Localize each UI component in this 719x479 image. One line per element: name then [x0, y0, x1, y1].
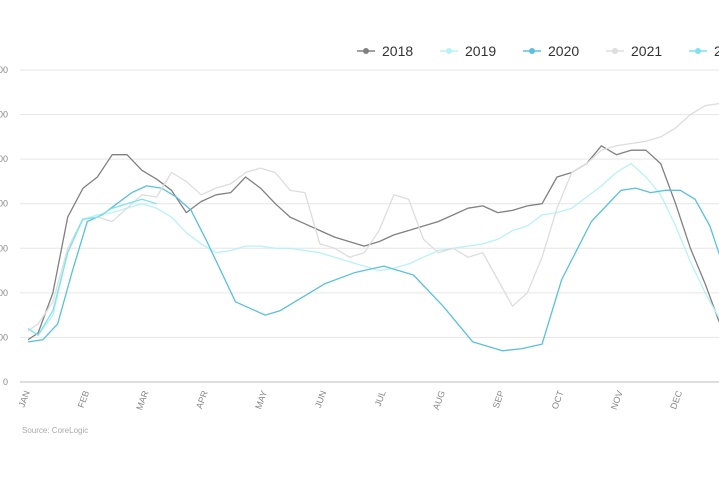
x-axis-tick-labels: JAN FEB MAR APR MAY JUN JUL AUG SEP OCT NOV DEC [17, 389, 685, 412]
series-line-2018 [27, 145, 719, 341]
y-tick-label: 00 [0, 110, 8, 120]
x-tick-label: DEC [668, 389, 684, 411]
legend-swatch-marker [612, 48, 618, 54]
x-tick-label: APR [194, 389, 210, 410]
legend-label: 20 [714, 43, 719, 59]
x-tick-label: MAR [134, 389, 150, 412]
y-tick-label: 00 [0, 243, 8, 253]
series-lines [27, 102, 719, 352]
x-tick-label: FEB [76, 389, 91, 409]
legend-item-2020: 2020 [523, 43, 579, 59]
x-tick-label: JUL [373, 389, 388, 407]
source-note: Source: CoreLogic [22, 426, 88, 435]
grid-lines [20, 69, 719, 383]
x-tick-label: JAN [17, 389, 32, 408]
legend-swatch-marker [529, 48, 535, 54]
x-tick-label: SEP [491, 389, 507, 409]
legend-label: 2019 [465, 43, 496, 59]
legend-item-2018: 2018 [357, 43, 413, 59]
x-tick-label: OCT [550, 389, 566, 411]
x-tick-label: AUG [431, 389, 447, 411]
series-line-2020 [27, 185, 719, 352]
x-tick-label: MAY [253, 389, 269, 410]
series-line-2021 [27, 102, 719, 332]
legend-label: 2018 [382, 43, 413, 59]
y-tick-label: 0 [3, 377, 8, 387]
legend: 2018 2019 2020 2021 20 [357, 43, 719, 59]
x-tick-label: JUN [313, 389, 328, 409]
y-tick-label: 00 [0, 332, 8, 342]
legend-item-2021: 2021 [606, 43, 662, 59]
legend-label: 2021 [631, 43, 662, 59]
series-line-20 [27, 198, 157, 336]
y-tick-label: 00 [0, 65, 8, 75]
legend-swatch-marker [363, 48, 369, 54]
legend-label: 2020 [548, 43, 579, 59]
legend-swatch-marker [446, 48, 452, 54]
y-tick-label: 00 [0, 199, 8, 209]
series-line-2019 [27, 162, 719, 336]
legend-item-20: 20 [689, 43, 719, 59]
legend-item-2019: 2019 [440, 43, 496, 59]
y-tick-label: 00 [0, 288, 8, 298]
x-tick-label: NOV [609, 389, 625, 411]
legend-swatch-marker [695, 48, 701, 54]
y-tick-label: 00 [0, 154, 8, 164]
